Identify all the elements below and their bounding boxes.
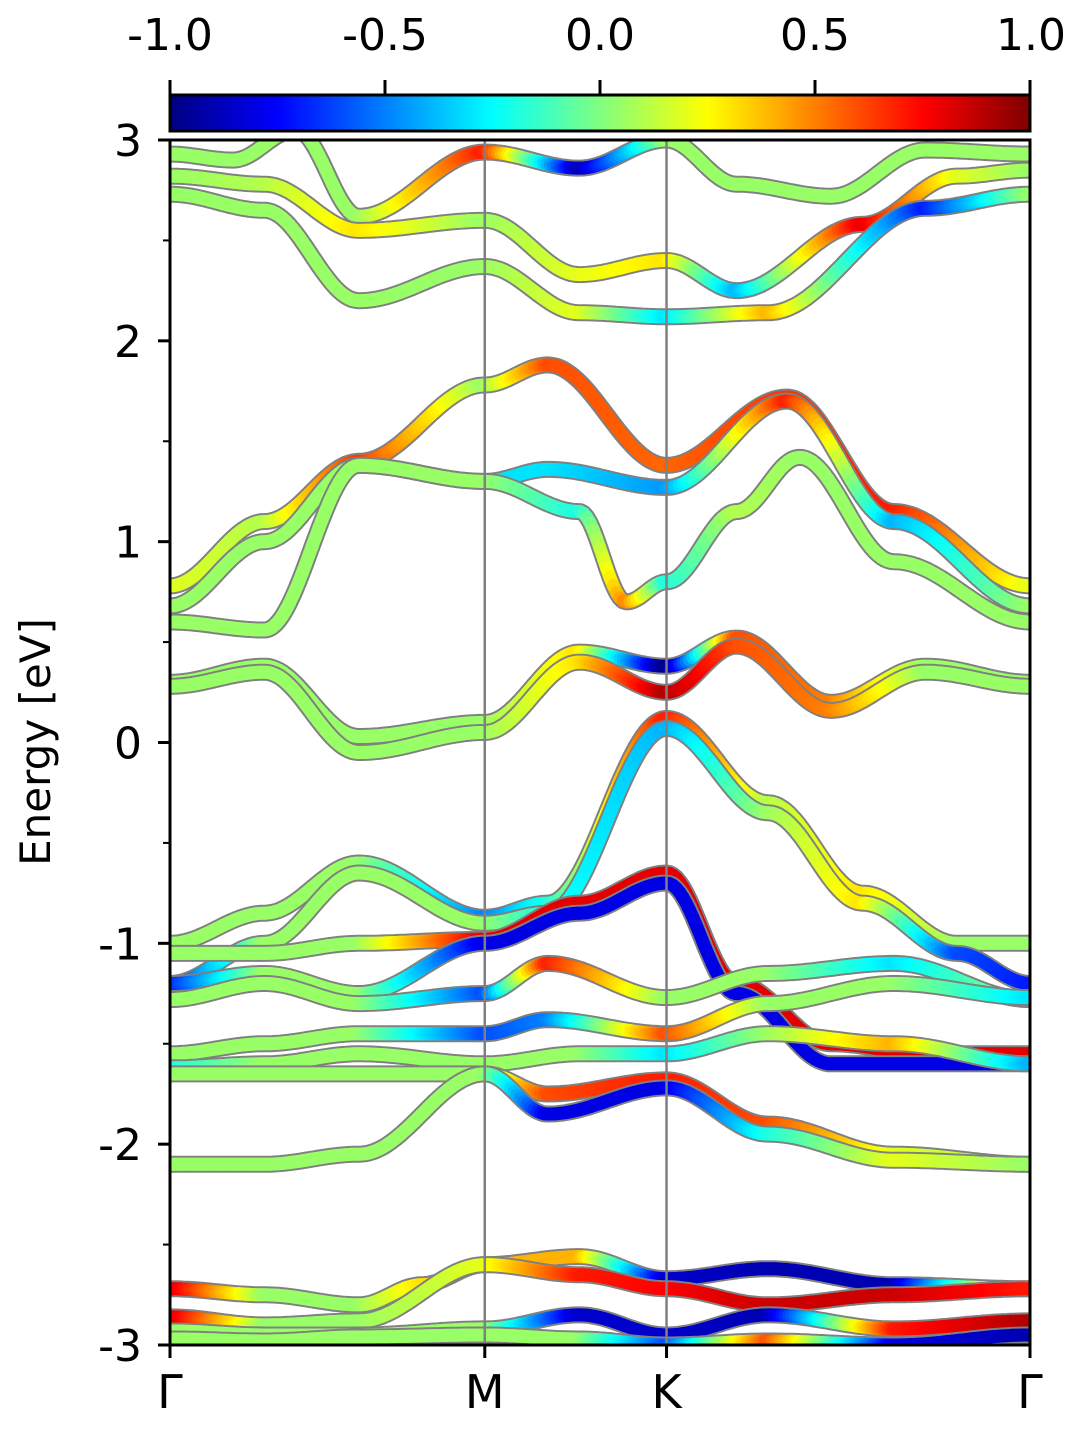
band-18: [170, 1248, 1030, 1314]
band-1-segment: [301, 140, 310, 142]
band-8: [170, 637, 1030, 761]
colorbar-tick-label: -0.5: [342, 10, 428, 61]
band-15: [170, 1025, 1030, 1077]
colorbar-tick-label: -1.0: [127, 10, 213, 61]
colorbar-tick-label: 0.0: [565, 10, 635, 61]
colorbar-tick-labels: -1.0 -0.5 0.0 0.5 1.0: [127, 10, 1066, 61]
band-17: [170, 1065, 1030, 1173]
band-1-segment: [301, 140, 316, 146]
band-19: [170, 1256, 1030, 1334]
band-14: [170, 975, 1030, 1063]
band-16: [170, 1065, 1030, 1173]
band-lines: [170, 140, 1030, 1345]
colorbar-ticks: [168, 80, 1032, 95]
colorbar: -1.0 -0.5 0.0 0.5 1.0: [127, 10, 1066, 133]
band-1: [170, 140, 1030, 225]
colorbar-tick-label: 0.5: [780, 10, 850, 61]
band-3: [170, 185, 1030, 326]
band-1-segment: [275, 140, 284, 142]
band-1-segment: [270, 140, 284, 144]
band-2: [170, 161, 1030, 300]
colorbar-gradient: [168, 93, 1032, 133]
colorbar-tick-label: 1.0: [996, 10, 1066, 61]
